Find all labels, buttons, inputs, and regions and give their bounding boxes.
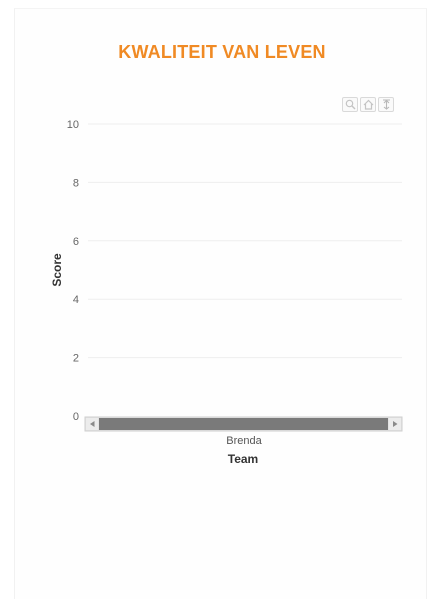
- pan-button[interactable]: [378, 97, 394, 112]
- scrollbar-thumb[interactable]: [99, 418, 388, 430]
- chevron-right-icon: [393, 421, 398, 427]
- scroll-left-button[interactable]: [86, 418, 98, 430]
- y-tick-label: 10: [67, 119, 79, 131]
- home-reset-icon: [363, 99, 373, 110]
- chevron-left-icon: [90, 421, 95, 427]
- y-tick-label: 8: [73, 177, 79, 189]
- y-tick-label: 0: [73, 411, 79, 423]
- grid-lines: [88, 123, 402, 359]
- x-tick-labels: Brenda: [226, 435, 262, 447]
- chart-toolbar: [342, 97, 394, 112]
- y-tick-label: 4: [73, 294, 79, 306]
- x-scrollbar[interactable]: [84, 416, 403, 432]
- x-axis-label: Team: [228, 452, 258, 466]
- reset-zoom-button[interactable]: [360, 97, 376, 112]
- pan-icon: [382, 99, 390, 110]
- scroll-right-button[interactable]: [389, 418, 401, 430]
- y-tick-label: 6: [73, 236, 79, 248]
- chart-card: [14, 8, 427, 599]
- y-axis-label: Score: [50, 253, 64, 287]
- zoom-icon: [345, 99, 355, 110]
- chart-title: KWALITEIT VAN LEVEN: [118, 42, 326, 62]
- y-tick-label: 2: [73, 353, 79, 365]
- x-tick-label: Brenda: [226, 435, 262, 447]
- y-tick-labels: 0 2 4 6 8 10: [67, 119, 79, 423]
- zoom-button[interactable]: [342, 97, 358, 112]
